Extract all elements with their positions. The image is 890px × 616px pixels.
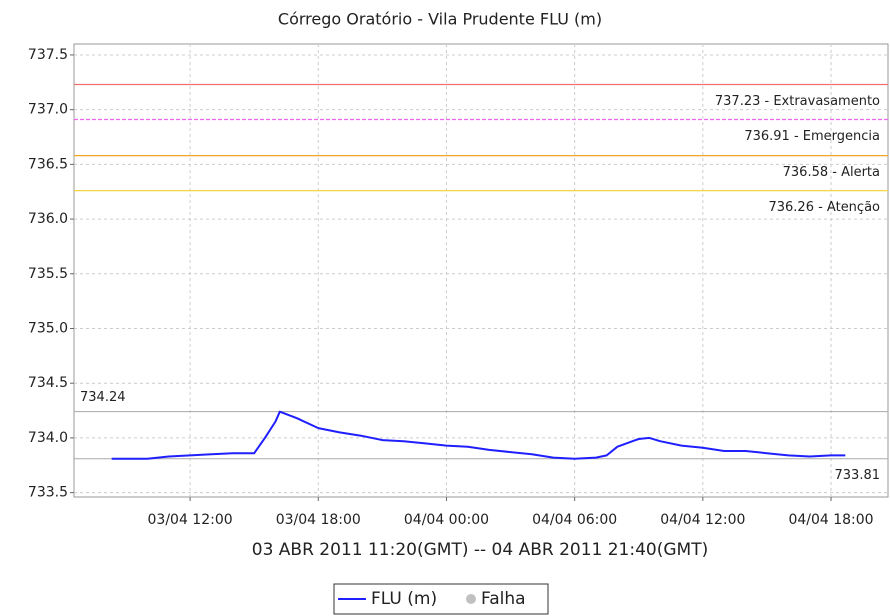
y-tick-label: 735.5 — [28, 266, 68, 282]
y-tick-label: 736.0 — [28, 211, 68, 227]
threshold-label: 737.23 - Extravasamento — [715, 94, 880, 109]
y-tick-label: 733.5 — [28, 485, 68, 501]
threshold-label: 736.26 - Atenção — [768, 200, 880, 215]
y-tick-label: 737.5 — [28, 47, 68, 63]
threshold-label: 736.58 - Alerta — [783, 165, 880, 180]
y-tick-label: 734.5 — [28, 375, 68, 391]
x-tick-label: 04/04 06:00 — [532, 512, 617, 528]
legend — [333, 583, 549, 615]
y-tick-label: 736.5 — [28, 156, 68, 172]
y-tick-label: 734.0 — [28, 430, 68, 446]
reference-label: 734.24 — [80, 390, 126, 405]
plot-area — [73, 43, 889, 498]
threshold-label: 736.91 - Emergencia — [744, 129, 880, 144]
x-tick-label: 04/04 18:00 — [788, 512, 873, 528]
series-line — [111, 410, 846, 460]
legend-swatch — [466, 594, 476, 604]
y-tick-label: 737.0 — [28, 102, 68, 118]
chart-title: Córrego Oratório - Vila Prudente FLU (m) — [278, 10, 602, 29]
reference-label: 733.81 — [835, 468, 881, 483]
legend-label: FLU (m) — [371, 589, 437, 609]
legend-label: Falha — [481, 589, 526, 609]
x-tick-label: 03/04 12:00 — [148, 512, 233, 528]
x-tick-label: 04/04 00:00 — [404, 512, 489, 528]
x-tick-label: 04/04 12:00 — [660, 512, 745, 528]
y-tick-label: 735.0 — [28, 320, 68, 336]
x-tick-label: 03/04 18:00 — [276, 512, 361, 528]
subtitle: 03 ABR 2011 11:20(GMT) -- 04 ABR 2011 21… — [252, 540, 708, 560]
